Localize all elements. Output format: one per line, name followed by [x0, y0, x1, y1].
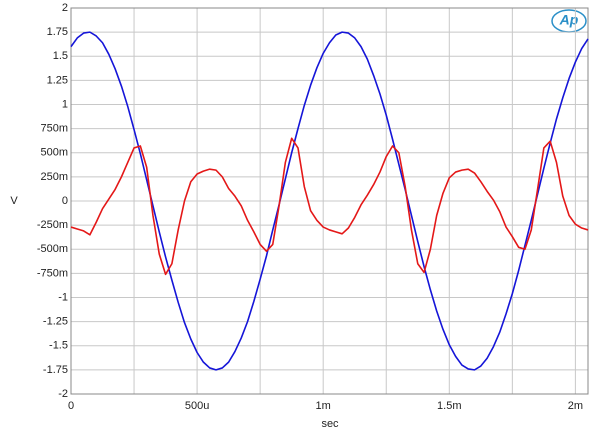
y-tick-label: -1.5 — [49, 340, 68, 352]
logo-text: Ap — [559, 12, 579, 28]
x-tick-label: 500u — [185, 400, 209, 412]
y-tick-label: -750m — [37, 267, 68, 279]
y-tick-label: 500m — [40, 147, 68, 159]
series-line — [70, 137, 589, 276]
y-tick-label: 1 — [62, 98, 68, 110]
x-tick-label: 2m — [568, 400, 583, 412]
y-tick-label: -1.75 — [43, 364, 68, 376]
plot-border — [70, 7, 589, 395]
x-tick-label: 1.5m — [437, 400, 461, 412]
y-tick-label: 1.25 — [47, 74, 68, 86]
x-tick-label: 0 — [68, 400, 74, 412]
y-tick-label: 1.75 — [47, 26, 68, 38]
series-line — [70, 31, 589, 371]
y-tick-label: 750m — [40, 123, 68, 135]
y-axis-label: V — [10, 195, 18, 207]
y-tick-label: 0 — [62, 195, 68, 207]
y-tick-label: -1 — [58, 291, 68, 303]
x-axis-label: sec — [321, 418, 339, 430]
y-tick-label: -1.25 — [43, 316, 68, 328]
y-tick-label: 250m — [40, 171, 68, 183]
y-tick-label: -250m — [37, 219, 68, 231]
x-tick-label: 1m — [316, 400, 331, 412]
y-tick-label: 2 — [62, 2, 68, 14]
y-tick-label: 1.5 — [53, 50, 68, 62]
y-tick-label: -500m — [37, 243, 68, 255]
y-tick-label: -2 — [58, 388, 68, 400]
